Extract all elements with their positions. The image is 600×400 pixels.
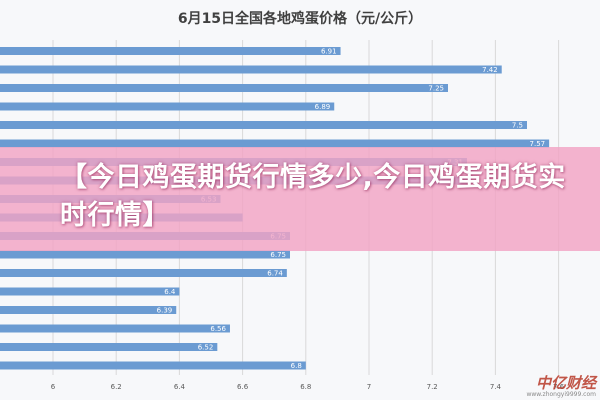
bar xyxy=(0,324,230,333)
x-tick-label: 6 xyxy=(51,383,56,391)
watermark-url: www.zhongyi9999.com xyxy=(526,391,596,398)
data-label: 6.39 xyxy=(157,307,173,315)
data-label: 6.8 xyxy=(291,362,302,370)
x-tick-label: 6.6 xyxy=(237,383,249,391)
data-label: 7.5 xyxy=(512,122,523,130)
headline-text: 【今日鸡蛋期货行情多少,今日鸡蛋期货实时行情】 xyxy=(60,162,566,231)
watermark-logo: 中亿财经 xyxy=(535,374,596,392)
bar xyxy=(0,269,287,277)
data-label: 6.75 xyxy=(270,251,286,259)
x-tick-label: 6.4 xyxy=(174,383,186,391)
bar xyxy=(0,287,180,296)
data-label: 7.57 xyxy=(530,140,546,148)
data-label: 6.52 xyxy=(198,344,214,352)
x-tick-label: 7.6 xyxy=(553,383,565,391)
data-label: 6.56 xyxy=(210,325,226,333)
chart-title: 6月15日全国各地鸡蛋价格（元/公斤） xyxy=(177,11,423,27)
bar xyxy=(0,47,341,55)
x-tick-label: 6.2 xyxy=(111,383,122,391)
data-label: 6.89 xyxy=(315,103,331,111)
bar xyxy=(0,84,448,92)
bar xyxy=(0,65,502,74)
data-label: 6.4 xyxy=(164,288,176,296)
bar xyxy=(0,250,290,259)
x-tick-label: 7 xyxy=(367,383,371,391)
bar xyxy=(0,102,335,111)
bar xyxy=(0,139,550,148)
x-tick-label: 6.8 xyxy=(300,383,311,391)
bar xyxy=(0,343,218,351)
data-label: 6.91 xyxy=(321,48,337,56)
headline-banner: 【今日鸡蛋期货行情多少,今日鸡蛋期货实时行情】 xyxy=(0,147,600,251)
data-label: 7.25 xyxy=(428,85,444,93)
bar xyxy=(0,121,527,129)
data-label: 7.42 xyxy=(482,66,498,74)
bar xyxy=(0,306,177,314)
bar xyxy=(0,361,306,370)
data-label: 6.74 xyxy=(267,270,283,278)
watermark: 中亿财经 www.zhongyi9999.com xyxy=(512,372,596,398)
x-tick-label: 7.4 xyxy=(490,383,502,391)
x-tick-label: 7.2 xyxy=(427,383,438,391)
